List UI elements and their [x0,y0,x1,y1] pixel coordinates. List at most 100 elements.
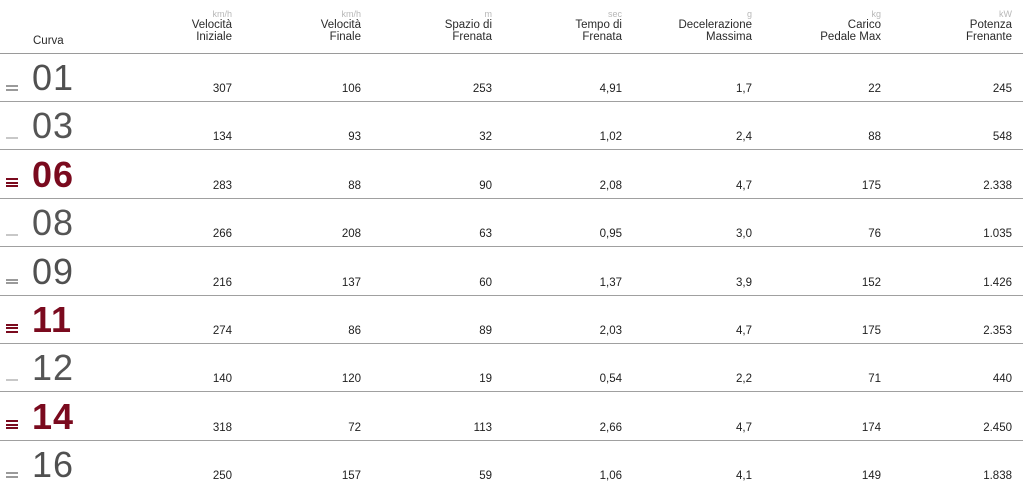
table-cell: 1,06 [599,470,622,483]
table-cell: 253 [472,83,492,95]
table-cell: 134 [212,131,232,144]
header-label-line1: Spazio di [444,19,492,31]
header-unit: km/h [212,9,232,19]
table-row: 09 216 137 60 1,37 3,9 152 1.426 [0,248,1023,296]
table-cell: 88 [868,131,881,144]
curve-number: 01 [32,57,75,98]
table-cell: 548 [992,131,1012,144]
header-velocita-finale: km/h Velocità Finale [281,8,361,43]
table-cell: 2.450 [983,421,1012,434]
header-potenza-frenante: kW Potenza Frenante [912,8,1012,43]
table-cell: 22 [868,83,881,95]
header-unit: sec [607,9,622,19]
table-cell: 60 [479,276,492,289]
table-cell: 1.035 [983,228,1012,241]
table-cell: 19 [479,373,492,386]
table-row: 12 140 120 19 0,54 2,2 71 440 [0,344,1023,393]
table-cell: 440 [992,373,1012,386]
header-spazio-frenata: m Spazio di Frenata [412,8,492,43]
table-cell: 266 [212,228,232,241]
header-label-line1: Potenza [969,19,1012,31]
curve-number: 16 [32,444,75,486]
table-cell: 113 [473,421,492,434]
intensity-indicator-icon [6,136,18,146]
row-divider [0,101,1023,102]
header-label-line1: Carico [847,19,881,31]
row-divider [0,391,1023,393]
table-cell: 283 [212,179,232,192]
intensity-indicator-icon [6,233,18,243]
row-divider [0,197,1023,199]
header-label-line2: Pedale Max [820,31,881,43]
curve-number: 08 [32,202,75,244]
header-curva: Curva [33,35,64,47]
table-row: 08 266 208 63 0,95 3,0 76 1.035 [0,199,1023,248]
table-cell: 2.338 [983,179,1012,192]
table-cell: 4,1 [736,470,752,483]
header-unit: kW [999,9,1012,19]
row-divider [0,149,1023,151]
table-cell: 175 [861,325,881,337]
curve-number: 11 [32,299,73,340]
table-cell: 250 [212,470,232,483]
curve-number: 09 [32,250,75,292]
table-cell: 149 [861,470,881,483]
table-cell: 307 [212,83,232,95]
header-label-line1: Velocità [320,19,361,31]
table-cell: 318 [212,421,232,434]
table-cell: 157 [341,470,361,483]
table-cell: 137 [341,276,361,289]
header-divider [0,53,1023,54]
intensity-indicator-icon [6,420,18,430]
header-decelerazione: g Decelerazione Massima [652,8,752,43]
table-cell: 86 [348,325,361,337]
table-cell: 4,7 [736,325,752,337]
table-cell: 245 [992,83,1012,95]
table-cell: 2,03 [599,325,622,337]
header-label-line2: Frenata [452,31,492,43]
table-cell: 1.838 [983,470,1012,483]
intensity-indicator-icon [6,323,18,333]
table-cell: 59 [479,470,492,483]
table-cell: 93 [348,131,361,144]
header-unit: g [746,9,752,19]
table-cell: 0,95 [599,228,622,241]
header-tempo-frenata: sec Tempo di Frenata [542,8,622,43]
table-row: 11 274 86 89 2,03 4,7 175 2.353 [0,296,1023,344]
table-cell: 32 [479,131,492,144]
intensity-indicator-icon [6,378,18,388]
intensity-indicator-icon [6,278,18,288]
table-cell: 1,7 [736,83,752,95]
table-cell: 174 [861,421,881,434]
table-cell: 4,7 [736,421,752,434]
table-row: 01 307 106 253 4,91 1,7 22 245 [0,54,1023,102]
header-carico-pedale: kg Carico Pedale Max [781,8,881,43]
curve-number: 12 [32,347,75,389]
table-cell: 120 [341,373,361,386]
table-cell: 216 [212,276,232,289]
table-cell: 2,66 [599,421,622,434]
table-cell: 63 [479,228,492,241]
table-cell: 106 [341,83,361,95]
table-cell: 2,2 [736,373,752,386]
table-cell: 2,4 [736,131,752,144]
table-cell: 175 [861,179,881,192]
table-cell: 2,08 [599,179,622,192]
table-cell: 4,91 [599,83,622,95]
table-cell: 0,54 [599,373,622,386]
header-label-line1: Decelerazione [678,19,752,31]
intensity-indicator-icon [6,178,18,188]
table-row: 06 283 88 90 2,08 4,7 175 2.338 [0,151,1023,199]
table-cell: 140 [212,373,232,386]
table-cell: 2.353 [983,325,1012,337]
header-label-line1: Tempo di [575,19,622,31]
curve-number: 03 [32,105,75,147]
table-cell: 90 [479,179,492,192]
table-row: 16 250 157 59 1,06 4,1 149 1.838 [0,441,1023,489]
table-cell: 1,37 [599,276,622,289]
curve-number: 14 [32,395,75,437]
table-cell: 72 [348,421,361,434]
table-cell: 71 [868,373,881,386]
table-cell: 152 [861,276,881,289]
header-unit: m [484,9,493,19]
